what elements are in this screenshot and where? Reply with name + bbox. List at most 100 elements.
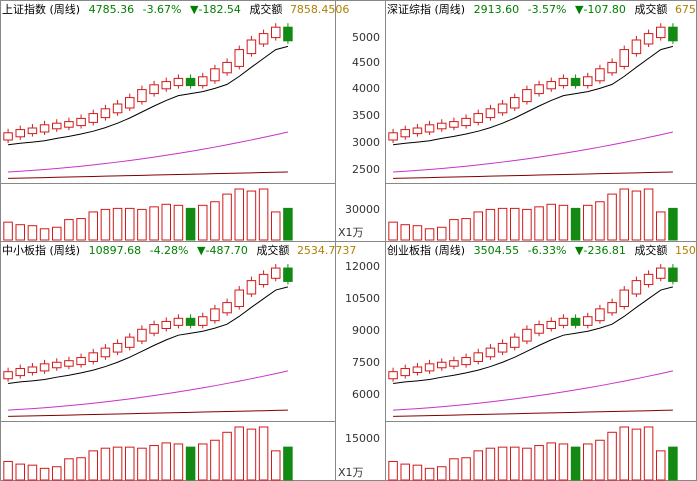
candle-body [485,347,496,358]
volume-bar [485,447,496,481]
y-axis-bottom-right: 12000 10500 9000 7500 6000 15000 X1万 [338,260,380,479]
candle-body [100,108,111,119]
volume-bar [582,443,593,481]
volume-value: 2534.7737 [297,244,357,257]
candle-body [137,89,147,103]
candle-body [570,77,581,87]
candle-body [283,26,293,42]
volume-bar [522,208,532,241]
volume-bar [124,207,135,241]
volume-bar [558,443,569,481]
candle-body [137,328,147,342]
ma-mid-line [393,131,674,173]
index-change-pct: -3.67% [143,3,182,16]
volume-bar [388,221,398,241]
candle-body [258,33,269,45]
volume-bar [449,219,459,241]
volume-bar [234,426,245,481]
volume-bar [137,447,147,481]
volume-bar [27,464,38,481]
candle-body [76,357,86,366]
volume-bar [643,426,654,481]
volume-bar [64,458,74,481]
candle-body [210,68,220,82]
ma-short-line [8,45,289,146]
candle-body [3,371,13,380]
volume-bar [246,190,257,241]
index-change: ▼-236.81 [575,244,626,257]
candle-body [210,308,220,322]
volume-bar [400,463,411,481]
candle-body [522,328,532,342]
volume-bar [534,445,544,481]
header-panel-bottom-right: 创业板指 (周线) 3504.55 -6.33% ▼-236.81 成交额 15… [386,242,697,257]
index-change: ▼-487.70 [197,244,248,257]
candle-body [185,317,196,326]
candle-body [185,77,196,87]
volume-bar [88,211,99,241]
volume-bar [222,193,232,241]
y-tick-label: 3500 [352,109,380,122]
candle-body [509,97,520,109]
candle-body [112,103,123,114]
volume-bar [15,224,26,241]
ma-short-line [8,286,289,384]
candle-body [161,81,172,90]
chart-shanghai-composite [3,23,293,241]
candle-body [558,317,569,326]
volume-bar [424,228,435,241]
volume-bar [607,193,617,241]
volume-bar [449,458,459,481]
volume-bar [436,226,447,241]
y-axis-top-right: 5000 4500 4000 3500 3000 2500 30000 X1万 [338,31,380,239]
candle-body [258,273,269,286]
ma-short-line [393,45,674,146]
volume-bar [270,211,281,241]
volume-bar [197,204,208,241]
volume-bar [234,188,245,241]
volume-bar [643,188,654,241]
candle-body [449,121,459,128]
volume-bar [3,460,13,481]
volume-bar [185,446,196,481]
ma-long-line [8,409,288,417]
candle-body [173,77,184,87]
candle-body [619,289,630,308]
index-price: 3504.55 [474,244,520,257]
candle-body [27,127,38,135]
candle-body [424,363,435,372]
y-tick-label: 12000 [345,260,380,273]
candle-body [461,357,471,366]
candle-body [124,97,135,109]
candle-body [436,361,447,369]
volume-bar [412,464,423,481]
volume-bar [100,447,111,481]
candle-body [497,103,508,114]
svg-text:创业板指 (周线) 3504.55: 创业板指 (周线) 3504.55 -6.33% ▼-236.81 成交额 15… [387,243,697,257]
volume-bar [582,204,593,241]
candle-body [643,273,654,286]
candle-body [643,33,654,45]
candle-body [161,320,172,330]
candle-body [546,81,557,90]
header-panel-bottom-left: 中小板指 (周线) 10897.68 -4.28% ▼-487.70 成交额 2… [1,242,356,257]
ma-short-line [393,286,674,384]
volume-bar [534,206,544,241]
candle-body [522,89,532,103]
chart-shenzhen-composite [388,23,678,241]
index-change-pct: -6.33% [528,244,567,257]
volume-bar [210,201,220,241]
volume-label: 成交额 [634,2,667,16]
volume-value: 7858.4506 [290,3,350,16]
candle-body [197,316,208,326]
candle-body [485,108,496,119]
index-name: 中小板指 (周线) [2,243,80,257]
candle-body [64,360,74,367]
volume-bar [258,188,269,241]
volume-bar [412,225,423,241]
ma-mid-line [393,370,674,411]
candle-body [400,368,411,377]
volume-bar [570,446,581,481]
index-change: ▼-107.80 [575,3,626,16]
